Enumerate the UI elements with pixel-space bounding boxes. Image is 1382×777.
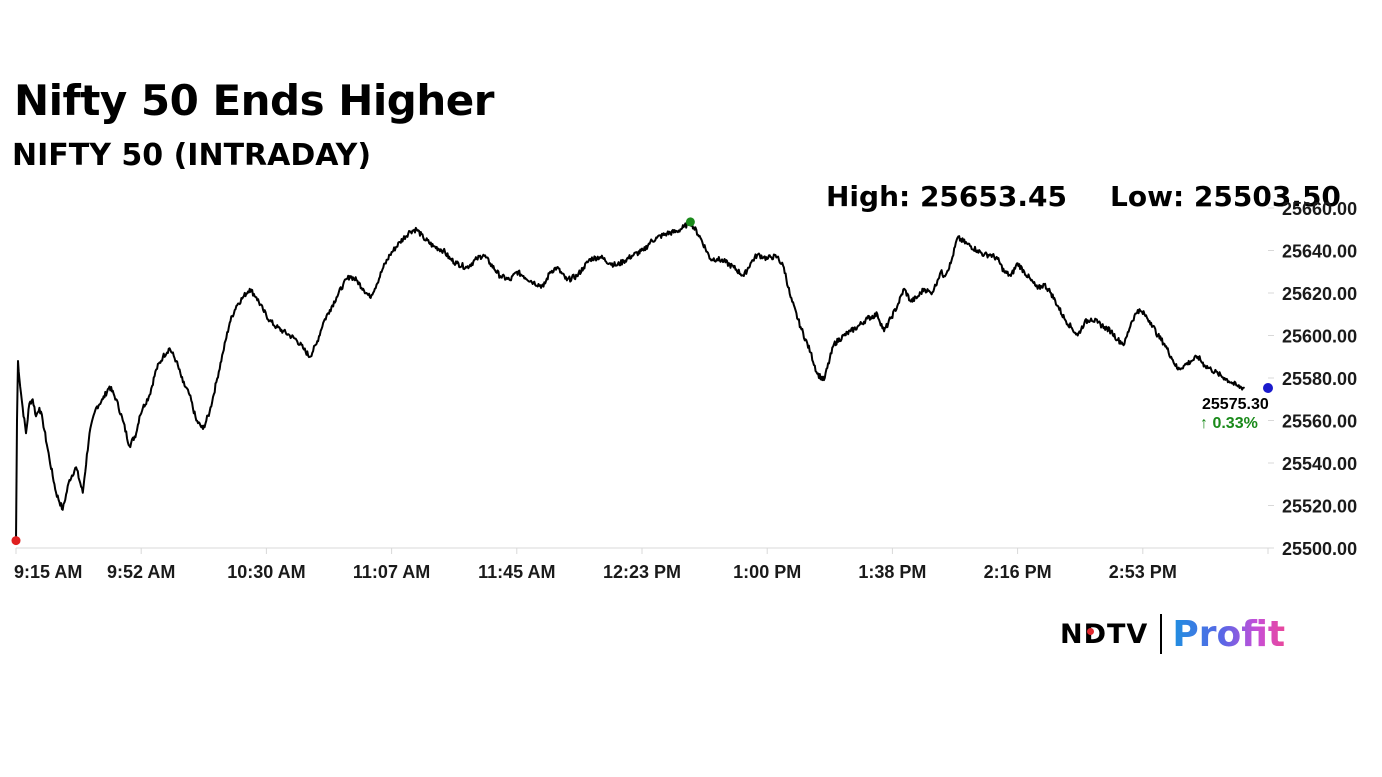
chart-subtitle: NIFTY 50 (INTRADAY) bbox=[12, 138, 372, 173]
y-tick-label: 25660.00 bbox=[1282, 199, 1357, 219]
logo-red-dot bbox=[1087, 628, 1094, 635]
ndtv-wordmark: NDTV bbox=[1060, 618, 1149, 650]
day-high-stat: High: 25653.45 bbox=[826, 180, 1067, 213]
x-tick-label: 11:45 AM bbox=[478, 562, 555, 582]
x-tick-label: 2:16 PM bbox=[984, 562, 1052, 582]
y-tick-label: 25500.00 bbox=[1282, 539, 1357, 559]
x-tick-label: 1:38 PM bbox=[858, 562, 926, 582]
headline: Nifty 50 Ends Higher bbox=[14, 76, 494, 125]
chart-labels: 25575.30 ↑ 0.33% bbox=[1200, 396, 1269, 432]
x-tick-label: 1:00 PM bbox=[733, 562, 801, 582]
high-marker bbox=[685, 217, 695, 227]
x-tick-label: 9:52 AM bbox=[107, 562, 175, 582]
last-price-marker bbox=[1263, 382, 1273, 393]
x-tick-label: 2:53 PM bbox=[1109, 562, 1177, 582]
last-price-label: 25575.30 bbox=[1202, 396, 1269, 413]
open-marker bbox=[11, 536, 21, 546]
chart-series bbox=[15, 220, 1245, 541]
y-tick-label: 25580.00 bbox=[1282, 369, 1357, 389]
y-tick-label: 25640.00 bbox=[1282, 242, 1357, 262]
x-tick-label: 9:15 AM bbox=[14, 562, 82, 582]
x-tick-label: 10:30 AM bbox=[227, 562, 305, 582]
y-tick-label: 25540.00 bbox=[1282, 454, 1357, 474]
y-tick-label: 25600.00 bbox=[1282, 327, 1357, 347]
percent-change-label: ↑ 0.33% bbox=[1200, 415, 1258, 432]
x-tick-label: 11:07 AM bbox=[353, 562, 430, 582]
y-tick-label: 25620.00 bbox=[1282, 284, 1357, 304]
y-tick-label: 25560.00 bbox=[1282, 412, 1357, 432]
logo-divider bbox=[1160, 614, 1163, 654]
profit-wordmark: Profit bbox=[1172, 613, 1286, 655]
chart-markers bbox=[11, 217, 1273, 546]
day-low-stat: Low: 25503.50 bbox=[1110, 180, 1341, 213]
nifty-price-line bbox=[15, 220, 1245, 541]
ndtv-profit-logo: NDTV Profit bbox=[1060, 612, 1285, 656]
y-tick-label: 25520.00 bbox=[1282, 497, 1357, 517]
x-tick-label: 12:23 PM bbox=[603, 562, 681, 582]
chart-axes: 9:15 AM 9:52 AM 10:30 AM 11:07 AM 11:45 AM 12… bbox=[14, 199, 1357, 582]
